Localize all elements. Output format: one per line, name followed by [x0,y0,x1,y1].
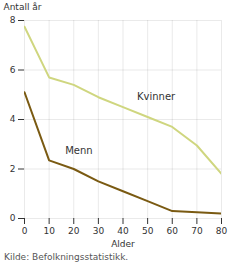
svg-text:6: 6 [10,65,16,75]
svg-text:0: 0 [22,226,28,236]
svg-text:Menn: Menn [65,145,92,156]
svg-text:40: 40 [117,226,129,236]
svg-text:0: 0 [10,213,16,223]
svg-text:Kvinner: Kvinner [137,91,176,102]
svg-text:10: 10 [43,226,55,236]
svg-text:30: 30 [93,226,105,236]
svg-text:4: 4 [10,114,16,124]
svg-text:60: 60 [167,226,179,236]
svg-text:50: 50 [142,226,154,236]
svg-text:8: 8 [10,15,16,25]
svg-text:2: 2 [10,164,16,174]
html-text:Kilde: Befolkningsstatistikk.: Kilde: Befolkningsstatistikk. [4,252,129,262]
svg-text:Alder: Alder [111,239,135,249]
svg-text:80: 80 [216,226,228,236]
svg-text:Antall år: Antall år [4,2,42,12]
svg-text:70: 70 [191,226,203,236]
svg-text:20: 20 [68,226,80,236]
